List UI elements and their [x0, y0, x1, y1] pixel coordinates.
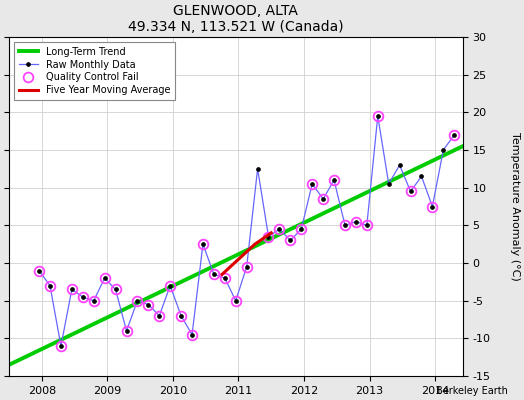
Raw Monthly Data — [255, 166, 261, 171]
Quality Control Fail — [47, 283, 53, 288]
Raw Monthly Data — [222, 276, 228, 280]
Quality Control Fail — [178, 314, 184, 318]
Quality Control Fail — [222, 276, 228, 280]
Raw Monthly Data — [364, 223, 370, 228]
Raw Monthly Data — [145, 302, 151, 307]
Line: Raw Monthly Data: Raw Monthly Data — [37, 114, 456, 348]
Quality Control Fail — [353, 219, 359, 224]
Raw Monthly Data — [386, 182, 392, 186]
Five Year Moving Average — [252, 242, 258, 247]
Quality Control Fail — [80, 294, 86, 299]
Quality Control Fail — [331, 178, 337, 182]
Quality Control Fail — [375, 114, 381, 118]
Quality Control Fail — [156, 314, 162, 318]
Raw Monthly Data — [58, 344, 64, 348]
Raw Monthly Data — [407, 189, 413, 194]
Raw Monthly Data — [331, 178, 337, 182]
Quality Control Fail — [429, 204, 435, 209]
Line: Five Year Moving Average: Five Year Moving Average — [222, 233, 271, 274]
Quality Control Fail — [200, 242, 206, 247]
Raw Monthly Data — [36, 268, 42, 273]
Quality Control Fail — [69, 287, 75, 292]
Raw Monthly Data — [189, 332, 195, 337]
Raw Monthly Data — [102, 276, 108, 280]
Raw Monthly Data — [276, 227, 282, 232]
Quality Control Fail — [298, 227, 304, 232]
Quality Control Fail — [167, 283, 173, 288]
Raw Monthly Data — [69, 287, 75, 292]
Text: Berkeley Earth: Berkeley Earth — [436, 386, 508, 396]
Quality Control Fail — [287, 238, 293, 243]
Quality Control Fail — [320, 196, 326, 201]
Raw Monthly Data — [80, 294, 86, 299]
Legend: Long-Term Trend, Raw Monthly Data, Quality Control Fail, Five Year Moving Averag: Long-Term Trend, Raw Monthly Data, Quali… — [14, 42, 176, 100]
Quality Control Fail — [113, 287, 119, 292]
Quality Control Fail — [91, 298, 97, 303]
Y-axis label: Temperature Anomaly (°C): Temperature Anomaly (°C) — [510, 132, 520, 281]
Raw Monthly Data — [200, 242, 206, 247]
Quality Control Fail — [58, 344, 64, 348]
Quality Control Fail — [211, 272, 217, 277]
Five Year Moving Average — [235, 257, 242, 262]
Five Year Moving Average — [219, 272, 225, 277]
Quality Control Fail — [134, 298, 140, 303]
Line: Quality Control Fail: Quality Control Fail — [34, 111, 459, 351]
Quality Control Fail — [189, 332, 195, 337]
Raw Monthly Data — [47, 283, 53, 288]
Quality Control Fail — [309, 182, 315, 186]
Raw Monthly Data — [353, 219, 359, 224]
Raw Monthly Data — [440, 148, 446, 152]
Raw Monthly Data — [429, 204, 435, 209]
Quality Control Fail — [265, 234, 271, 239]
Raw Monthly Data — [309, 182, 315, 186]
Quality Control Fail — [364, 223, 370, 228]
Quality Control Fail — [36, 268, 42, 273]
Raw Monthly Data — [156, 314, 162, 318]
Title: GLENWOOD, ALTA
49.334 N, 113.521 W (Canada): GLENWOOD, ALTA 49.334 N, 113.521 W (Cana… — [128, 4, 344, 34]
Raw Monthly Data — [233, 298, 239, 303]
Raw Monthly Data — [123, 328, 129, 333]
Five Year Moving Average — [268, 230, 275, 235]
Raw Monthly Data — [298, 227, 304, 232]
Raw Monthly Data — [244, 264, 250, 269]
Raw Monthly Data — [451, 132, 457, 137]
Raw Monthly Data — [91, 298, 97, 303]
Raw Monthly Data — [134, 298, 140, 303]
Raw Monthly Data — [265, 234, 271, 239]
Raw Monthly Data — [113, 287, 119, 292]
Quality Control Fail — [102, 276, 108, 280]
Raw Monthly Data — [375, 114, 381, 118]
Quality Control Fail — [244, 264, 250, 269]
Quality Control Fail — [276, 227, 282, 232]
Raw Monthly Data — [178, 314, 184, 318]
Raw Monthly Data — [320, 196, 326, 201]
Quality Control Fail — [233, 298, 239, 303]
Raw Monthly Data — [418, 174, 424, 179]
Raw Monthly Data — [287, 238, 293, 243]
Raw Monthly Data — [211, 272, 217, 277]
Quality Control Fail — [145, 302, 151, 307]
Raw Monthly Data — [342, 223, 348, 228]
Quality Control Fail — [407, 189, 413, 194]
Quality Control Fail — [123, 328, 129, 333]
Quality Control Fail — [342, 223, 348, 228]
Quality Control Fail — [451, 132, 457, 137]
Raw Monthly Data — [167, 283, 173, 288]
Raw Monthly Data — [397, 163, 403, 168]
